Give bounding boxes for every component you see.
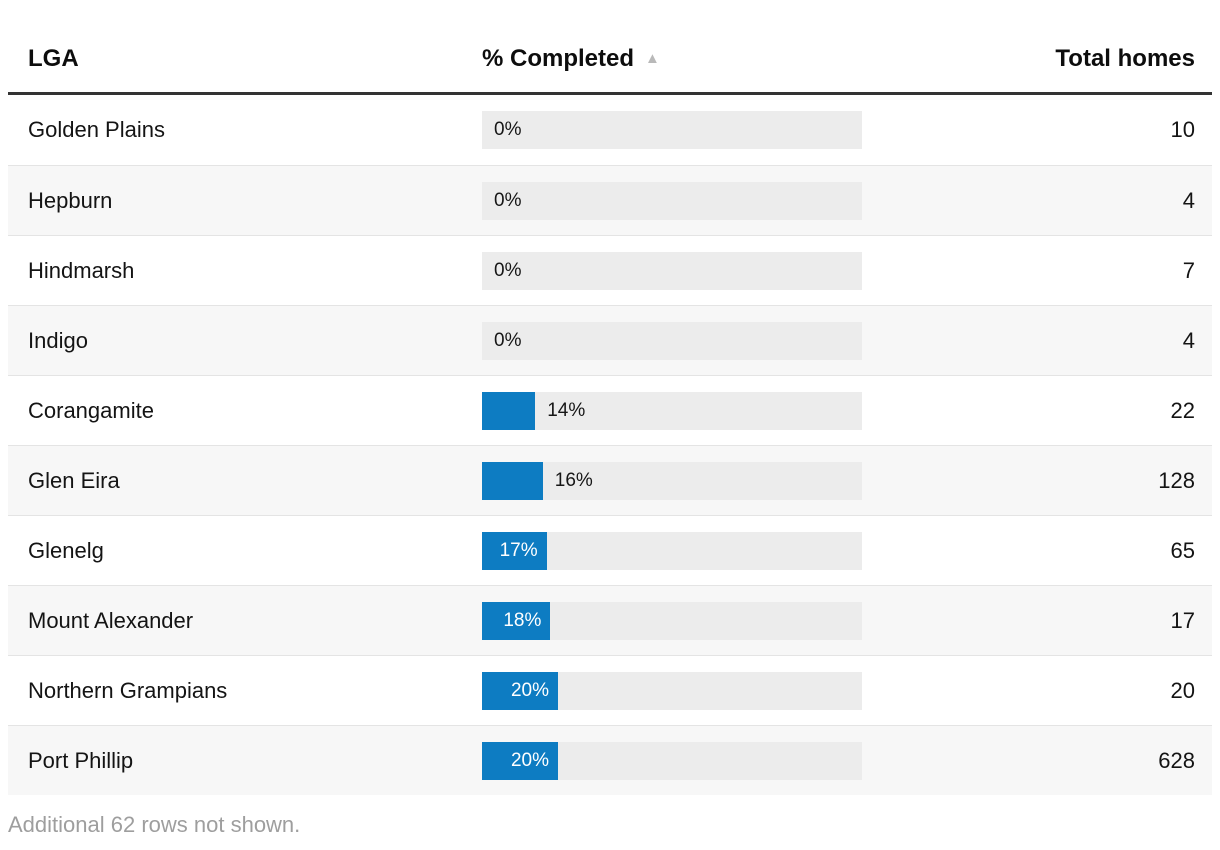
progress-bar-track: 0% bbox=[482, 321, 862, 360]
progress-bar-label: 0% bbox=[494, 329, 522, 351]
progress-bar-label: 0% bbox=[494, 189, 522, 211]
completed-cell: 0% bbox=[482, 181, 862, 220]
lga-cell: Northern Grampians bbox=[28, 677, 228, 703]
total-homes-cell: 65 bbox=[1170, 537, 1195, 563]
completed-cell: 16% bbox=[482, 461, 862, 500]
progress-bar-fill bbox=[482, 601, 551, 640]
table-row: Hindmarsh 0% 7 bbox=[8, 235, 1212, 305]
lga-cell: Corangamite bbox=[28, 397, 154, 423]
completed-cell: 17% bbox=[482, 531, 862, 570]
completed-cell: 18% bbox=[482, 601, 862, 640]
table-row: Hepburn 0% 4 bbox=[8, 165, 1212, 235]
lga-cell: Mount Alexander bbox=[28, 607, 194, 633]
column-header-total[interactable]: Total homes bbox=[1055, 45, 1195, 72]
total-homes-cell: 128 bbox=[1158, 467, 1195, 493]
completed-cell: 14% bbox=[482, 391, 862, 430]
progress-bar-label: 16% bbox=[554, 469, 593, 491]
column-header-completed-label: % Completed bbox=[482, 45, 635, 72]
lga-cell: Golden Plains bbox=[28, 117, 165, 142]
progress-bar-track: 0% bbox=[482, 181, 862, 220]
table-row: Golden Plains 0% 10 bbox=[8, 95, 1212, 165]
progress-bar-fill bbox=[482, 461, 543, 500]
progress-bar-track: 14% bbox=[482, 391, 862, 430]
completed-cell: 0% bbox=[482, 251, 862, 290]
lga-completion-table: LGA % Completed ▲ Total homes Golden Pla… bbox=[8, 0, 1212, 838]
table-body: Golden Plains 0% 10 Hepburn 0% 4 Hindmarsh 0% 7 I… bbox=[8, 95, 1212, 795]
lga-cell: Port Phillip bbox=[28, 747, 134, 773]
progress-bar-label: 20% bbox=[510, 679, 549, 701]
completed-cell: 20% bbox=[482, 741, 862, 780]
table-row: Glenelg 17% 65 bbox=[8, 515, 1212, 585]
completed-cell: 20% bbox=[482, 671, 862, 710]
table-row: Glen Eira 16% 128 bbox=[8, 445, 1212, 515]
progress-bar-label: 0% bbox=[494, 259, 522, 281]
progress-bar-label: 0% bbox=[494, 119, 522, 140]
lga-cell: Glen Eira bbox=[28, 467, 120, 493]
column-header-completed[interactable]: % Completed ▲ bbox=[482, 45, 862, 73]
progress-bar-label: 17% bbox=[499, 539, 538, 561]
progress-bar-track: 16% bbox=[482, 461, 862, 500]
progress-bar-track: 20% bbox=[482, 671, 862, 710]
column-header-lga[interactable]: LGA bbox=[28, 45, 79, 72]
progress-bar-track: 17% bbox=[482, 531, 862, 570]
total-homes-cell: 7 bbox=[1182, 257, 1195, 283]
lga-cell: Indigo bbox=[28, 327, 88, 353]
total-homes-cell: 4 bbox=[1182, 327, 1195, 353]
footer-note: Additional 62 rows not shown. bbox=[8, 812, 301, 837]
table-row: Corangamite 14% 22 bbox=[8, 375, 1212, 445]
completed-cell: 0% bbox=[482, 111, 862, 149]
lga-cell: Hepburn bbox=[28, 187, 113, 213]
table-header: LGA % Completed ▲ Total homes bbox=[8, 0, 1212, 95]
table-row: Mount Alexander 18% 17 bbox=[8, 585, 1212, 655]
total-homes-cell: 4 bbox=[1182, 187, 1195, 213]
progress-bar-label: 20% bbox=[510, 749, 549, 771]
progress-bar-track: 0% bbox=[482, 251, 862, 290]
total-homes-cell: 20 bbox=[1170, 677, 1195, 703]
total-homes-cell: 628 bbox=[1158, 747, 1195, 773]
progress-bar-fill bbox=[482, 391, 536, 430]
completed-cell: 0% bbox=[482, 321, 862, 360]
sort-ascending-icon: ▲ bbox=[645, 49, 660, 67]
progress-bar-track: 18% bbox=[482, 601, 862, 640]
total-homes-cell: 10 bbox=[1170, 117, 1195, 142]
lga-cell: Hindmarsh bbox=[28, 257, 135, 283]
progress-bar-label: 18% bbox=[503, 609, 542, 631]
progress-bar-fill bbox=[482, 741, 558, 780]
total-homes-cell: 22 bbox=[1170, 397, 1195, 423]
table-row: Indigo 0% 4 bbox=[8, 305, 1212, 375]
progress-bar-fill bbox=[482, 531, 547, 570]
lga-cell: Glenelg bbox=[28, 537, 104, 563]
progress-bar-track: 0% bbox=[482, 111, 862, 149]
table-row: Northern Grampians 20% 20 bbox=[8, 655, 1212, 725]
total-homes-cell: 17 bbox=[1170, 607, 1195, 633]
table-row: Port Phillip 20% 628 bbox=[8, 725, 1212, 795]
progress-bar-fill bbox=[482, 671, 558, 710]
progress-bar-track: 20% bbox=[482, 741, 862, 780]
progress-bar-label: 14% bbox=[547, 399, 586, 421]
